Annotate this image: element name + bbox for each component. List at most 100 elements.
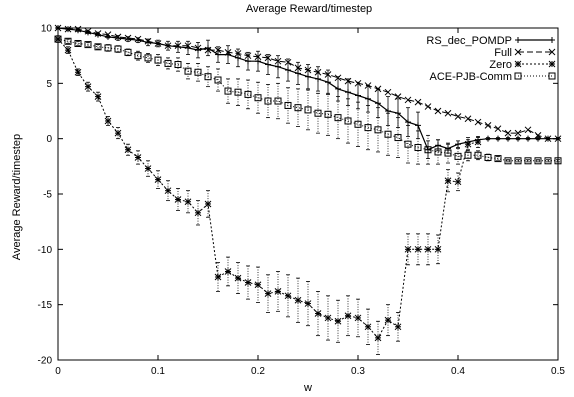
data-point	[414, 144, 422, 152]
data-point	[354, 120, 362, 128]
error-bar	[186, 190, 190, 214]
data-point	[64, 46, 72, 54]
error-bar	[316, 290, 320, 337]
data-point	[434, 245, 442, 253]
data-point	[224, 268, 232, 275]
data-point	[184, 198, 192, 206]
y-tick-label: -15	[38, 300, 53, 311]
data-point	[434, 148, 442, 156]
error-bar	[396, 117, 400, 158]
data-point	[125, 36, 131, 43]
data-point	[264, 290, 272, 297]
data-point	[364, 124, 372, 132]
x-axis-title: w	[303, 382, 312, 394]
error-bar	[306, 281, 310, 327]
data-point	[245, 58, 251, 65]
data-point	[315, 75, 321, 82]
data-point	[164, 42, 172, 50]
data-point	[414, 245, 422, 253]
error-bar	[156, 54, 160, 67]
data-point	[334, 74, 342, 82]
data-point	[114, 45, 122, 53]
error-bar	[296, 277, 300, 323]
data-point	[124, 34, 132, 42]
data-point	[504, 157, 512, 165]
data-point	[535, 135, 541, 142]
data-point	[344, 77, 352, 85]
legend-marker	[548, 60, 556, 68]
data-point	[404, 140, 412, 148]
data-point	[264, 97, 272, 105]
data-point	[554, 135, 562, 143]
data-point	[374, 334, 382, 342]
error-bar	[286, 274, 290, 318]
error-bar	[396, 312, 400, 342]
data-point	[184, 67, 192, 75]
data-point	[234, 50, 242, 57]
y-tick-label: 10	[41, 24, 53, 35]
error-bar	[416, 130, 420, 165]
error-bar	[436, 234, 440, 265]
error-bar	[426, 134, 430, 165]
data-point	[274, 97, 282, 105]
error-bar	[476, 150, 480, 161]
error-bar	[216, 68, 220, 92]
error-bar	[346, 98, 350, 144]
data-point	[415, 122, 421, 129]
data-point	[135, 37, 141, 44]
data-point	[265, 61, 271, 68]
y-tick-labels: 10 5 0 -5 -10 -15 -20	[38, 24, 53, 367]
data-point	[474, 118, 482, 126]
data-point	[254, 281, 262, 289]
data-point	[324, 314, 332, 322]
data-point	[464, 115, 472, 123]
data-point	[184, 42, 192, 50]
data-point	[115, 34, 121, 41]
legend-entry: ACE-PJB-Comm	[429, 71, 556, 83]
error-bar	[176, 188, 180, 212]
data-point	[224, 87, 232, 95]
error-bar	[546, 159, 550, 163]
error-bar	[116, 45, 120, 53]
data-point	[544, 157, 552, 165]
error-bar	[196, 63, 200, 82]
data-point	[304, 66, 312, 74]
error-bar	[56, 37, 60, 41]
data-point	[414, 98, 422, 106]
data-point	[234, 88, 242, 96]
data-point	[314, 109, 322, 117]
data-point	[214, 273, 222, 281]
data-point	[294, 104, 302, 112]
error-bar	[486, 153, 490, 162]
error-bar	[236, 78, 240, 106]
data-point	[234, 274, 242, 282]
data-point	[444, 177, 452, 185]
data-point	[124, 48, 132, 56]
data-point	[215, 51, 221, 58]
data-point	[444, 149, 452, 157]
data-point	[64, 25, 72, 33]
error-bar	[326, 295, 330, 341]
error-bar	[106, 44, 110, 52]
error-bar	[436, 139, 440, 165]
data-point	[395, 110, 401, 117]
error-bar	[496, 155, 500, 162]
markers	[54, 24, 562, 143]
error-bar	[216, 262, 220, 292]
data-point	[194, 68, 202, 76]
error-bar	[446, 142, 450, 164]
data-point	[194, 44, 202, 52]
data-point	[384, 316, 392, 324]
data-point	[454, 113, 462, 120]
data-point	[404, 245, 412, 253]
data-point	[304, 106, 312, 114]
data-point	[525, 135, 531, 142]
data-point	[334, 317, 342, 325]
legend-entry: Zero	[489, 59, 556, 71]
data-point	[524, 157, 532, 165]
data-point	[114, 129, 122, 137]
data-point	[74, 39, 82, 47]
data-point	[154, 56, 162, 64]
